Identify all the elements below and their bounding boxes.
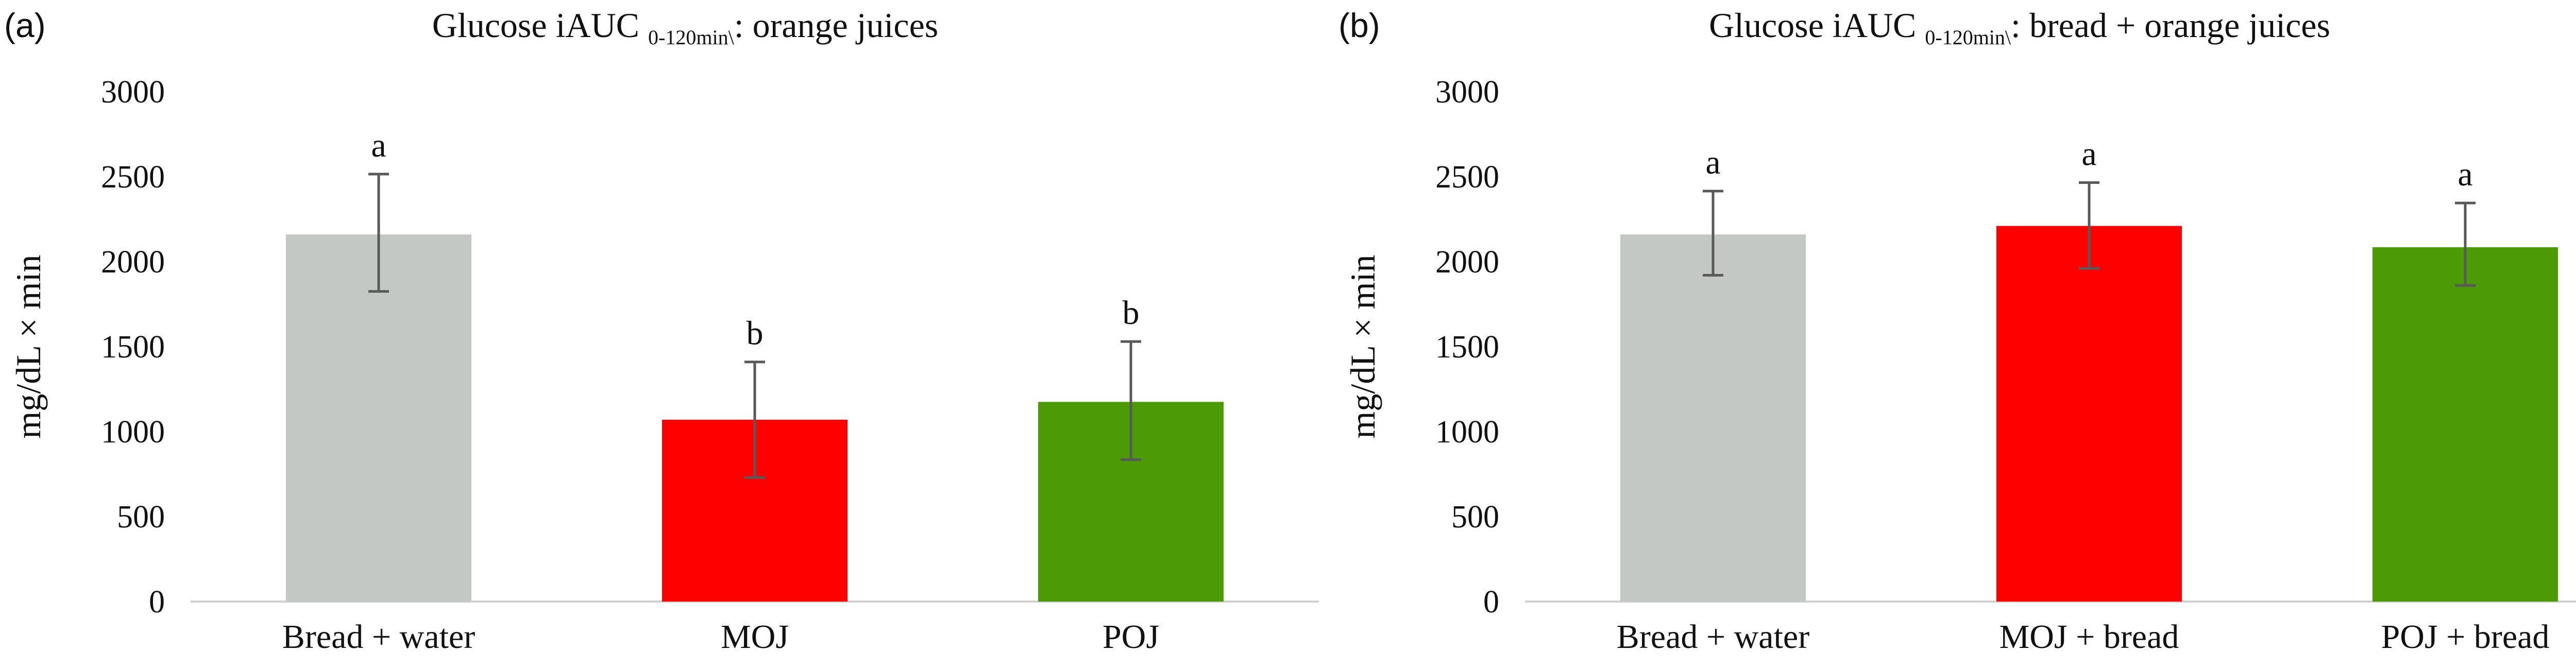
x-tick-label-b-1: MOJ + bread — [1999, 618, 2179, 656]
x-tick-label-b-0: Bread + water — [1617, 618, 1809, 656]
significance-label-a-2: b — [1123, 294, 1140, 332]
bar-b-0 — [1620, 234, 1806, 602]
chart-a-svg: (a) Glucose iAUC 0-120min\: orange juices… — [4, 6, 1319, 656]
y-axis-label-b: mg/dL × min — [1343, 255, 1382, 439]
y-tick-label-b-4: 2000 — [1435, 245, 1499, 280]
y-axis-label-a: mg/dL × min — [9, 255, 48, 439]
chart-panel-b: (b) Glucose iAUC 0-120min\: bread + orang… — [1334, 0, 2576, 667]
bar-b-2 — [2372, 247, 2558, 602]
x-tick-label-b-2: POJ + bread — [2381, 618, 2550, 656]
y-tick-label-b-3: 1500 — [1435, 330, 1499, 365]
x-tick-label-a-0: Bread + water — [282, 618, 475, 656]
y-tick-label-b-0: 0 — [1483, 585, 1499, 620]
chart-panel-a: (a) Glucose iAUC 0-120min\: orange juices… — [4, 6, 1319, 656]
significance-label-a-1: b — [747, 315, 764, 352]
y-tick-label-a-6: 3000 — [101, 75, 165, 110]
chart-b-svg: (b) Glucose iAUC 0-120min\: bread + orang… — [1338, 6, 2576, 656]
y-tick-label-a-3: 1500 — [101, 330, 165, 365]
y-tick-label-a-1: 500 — [117, 500, 165, 535]
y-tick-label-b-5: 2500 — [1435, 160, 1499, 195]
y-tick-label-a-4: 2000 — [101, 245, 165, 280]
significance-label-b-0: a — [1705, 144, 1720, 181]
significance-label-b-1: a — [2081, 135, 2096, 173]
panel-label-a: (a) — [4, 6, 46, 44]
panel-label-b: (b) — [1338, 6, 1380, 44]
bar-a-0 — [286, 234, 471, 602]
chart-title-a: Glucose iAUC 0-120min\: orange juices — [432, 6, 938, 49]
significance-label-a-0: a — [371, 127, 386, 164]
y-tick-label-a-0: 0 — [149, 585, 165, 620]
x-tick-label-a-1: MOJ — [721, 618, 789, 656]
y-tick-label-a-2: 1000 — [101, 415, 165, 450]
significance-label-b-2: a — [2458, 156, 2472, 193]
y-tick-label-b-1: 500 — [1451, 500, 1499, 535]
chart-title-b: Glucose iAUC 0-120min\: bread + orange j… — [1709, 6, 2330, 49]
y-tick-label-a-5: 2500 — [101, 160, 165, 195]
y-tick-label-b-2: 1000 — [1435, 415, 1499, 450]
y-tick-label-b-6: 3000 — [1435, 75, 1499, 110]
x-tick-label-a-2: POJ — [1103, 618, 1159, 656]
bar-b-1 — [1996, 226, 2182, 602]
